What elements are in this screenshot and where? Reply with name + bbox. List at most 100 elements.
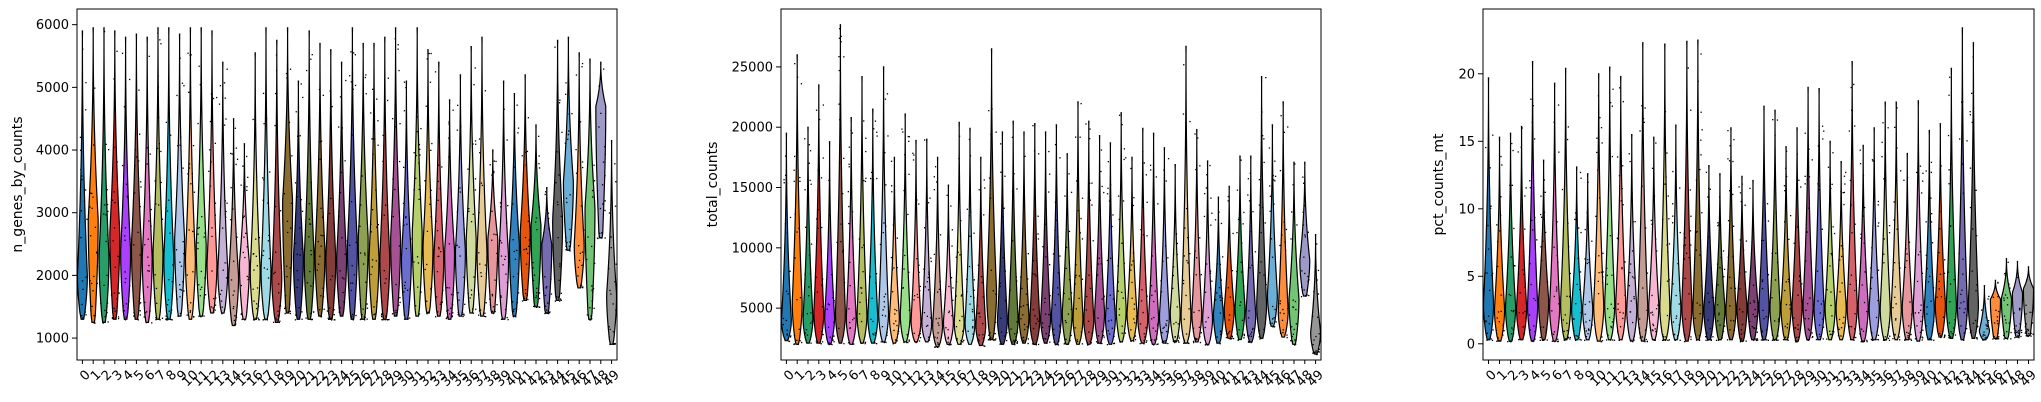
violin-22 bbox=[1018, 131, 1030, 344]
violin-20 bbox=[292, 80, 304, 320]
violin-points-32 bbox=[424, 52, 433, 315]
violin-points-45 bbox=[564, 82, 573, 252]
violin-16 bbox=[953, 121, 965, 345]
violin-8 bbox=[1571, 166, 1583, 341]
violin-points-22 bbox=[316, 88, 325, 318]
violin-38 bbox=[1191, 129, 1203, 343]
violin-0 bbox=[780, 132, 792, 342]
violin-35 bbox=[1158, 147, 1170, 344]
violin-48 bbox=[595, 61, 607, 239]
violin-41 bbox=[1223, 185, 1235, 339]
violin-points-4 bbox=[1528, 98, 1538, 343]
violin-points-37 bbox=[478, 90, 487, 318]
violin-points-44 bbox=[1969, 56, 1979, 340]
violin-points-3 bbox=[815, 104, 824, 345]
violin-points-20 bbox=[1705, 171, 1715, 341]
violin-points-10 bbox=[890, 160, 900, 345]
violin-points-38 bbox=[1903, 177, 1913, 341]
violin-30 bbox=[400, 80, 412, 320]
violin-points-24 bbox=[1041, 150, 1051, 344]
violin-31 bbox=[1824, 140, 1836, 341]
violin-46 bbox=[1989, 279, 2002, 339]
violin-points-0 bbox=[782, 155, 792, 342]
violin-12 bbox=[910, 139, 922, 343]
violin-points-41 bbox=[1936, 165, 1946, 339]
violin-36 bbox=[1879, 101, 1891, 341]
violin-points-19 bbox=[283, 68, 293, 315]
violin-points-31 bbox=[1826, 152, 1836, 340]
violin-28 bbox=[1083, 120, 1095, 345]
violin-points-10 bbox=[186, 52, 196, 318]
violin-4 bbox=[1526, 61, 1539, 342]
violin-points-24 bbox=[1749, 187, 1759, 341]
violin-points-2 bbox=[100, 30, 110, 324]
violin-38 bbox=[1901, 152, 1913, 341]
violin-34 bbox=[1148, 132, 1160, 345]
violin-points-47 bbox=[2003, 261, 2012, 340]
violin-27 bbox=[1072, 101, 1084, 345]
violin-points-18 bbox=[1683, 67, 1692, 343]
violin-1 bbox=[1493, 136, 1506, 342]
violin-points-4 bbox=[826, 179, 835, 346]
violin-15 bbox=[1648, 136, 1660, 341]
violin-37 bbox=[1890, 101, 1902, 341]
violin-points-39 bbox=[499, 108, 509, 321]
violin-points-7 bbox=[1561, 126, 1571, 341]
violin-points-34 bbox=[1149, 164, 1159, 346]
violin-11 bbox=[1604, 66, 1616, 341]
violin-42 bbox=[1945, 67, 1958, 339]
violin-38 bbox=[487, 149, 499, 314]
violin-7 bbox=[152, 27, 164, 320]
violin-points-15 bbox=[944, 194, 954, 346]
violin-points-2 bbox=[804, 138, 813, 344]
y-tick-label: 6000 bbox=[36, 18, 69, 33]
violin-19 bbox=[1692, 39, 1704, 341]
violin-47 bbox=[584, 58, 596, 320]
axes-frame bbox=[1482, 8, 2035, 361]
violin-points-17 bbox=[262, 92, 271, 321]
violin-32 bbox=[1126, 156, 1138, 342]
violin-points-46 bbox=[575, 62, 585, 289]
violin-points-36 bbox=[1881, 122, 1891, 341]
violin-46 bbox=[1277, 101, 1289, 338]
violin-points-19 bbox=[1694, 53, 1703, 341]
violin-14 bbox=[1637, 42, 1649, 342]
violin-points-0 bbox=[79, 48, 88, 319]
violin-points-15 bbox=[240, 155, 250, 321]
violin-3 bbox=[813, 84, 825, 344]
violin-11 bbox=[195, 27, 207, 317]
violin-points-7 bbox=[858, 120, 868, 345]
violin-points-47 bbox=[1290, 163, 1298, 346]
y-tick-label: 5 bbox=[1467, 270, 1475, 285]
violin-20 bbox=[1703, 165, 1715, 341]
violin-45 bbox=[562, 36, 574, 251]
violin-points-44 bbox=[554, 46, 563, 302]
violin-points-38 bbox=[489, 160, 498, 315]
violin-28 bbox=[379, 36, 391, 320]
violin-31 bbox=[411, 27, 423, 317]
violin-points-32 bbox=[1837, 171, 1847, 337]
violin-points-9 bbox=[1584, 181, 1593, 341]
violin-33 bbox=[433, 61, 445, 317]
violin-points-6 bbox=[143, 55, 153, 324]
violin-points-18 bbox=[273, 54, 282, 324]
violin-points-44 bbox=[1258, 77, 1267, 340]
violin-7 bbox=[856, 75, 868, 344]
violin-46 bbox=[573, 52, 585, 289]
y-tick-label: 25000 bbox=[732, 60, 773, 75]
violin-points-30 bbox=[1106, 161, 1116, 346]
violin-points-22 bbox=[1020, 155, 1029, 345]
violin-points-37 bbox=[1892, 107, 1902, 341]
violin-33 bbox=[1137, 127, 1149, 344]
violin-8 bbox=[163, 27, 175, 320]
violin-points-21 bbox=[1715, 196, 1726, 341]
violin-22 bbox=[314, 42, 326, 317]
violin-37 bbox=[1180, 45, 1192, 344]
violin-4 bbox=[120, 36, 132, 320]
violin-24 bbox=[1747, 179, 1759, 341]
violin-44 bbox=[1256, 75, 1268, 339]
violin-points-20 bbox=[999, 143, 1008, 345]
violin-points-18 bbox=[976, 179, 986, 347]
violin-points-8 bbox=[165, 121, 174, 321]
violin-40 bbox=[508, 93, 520, 317]
